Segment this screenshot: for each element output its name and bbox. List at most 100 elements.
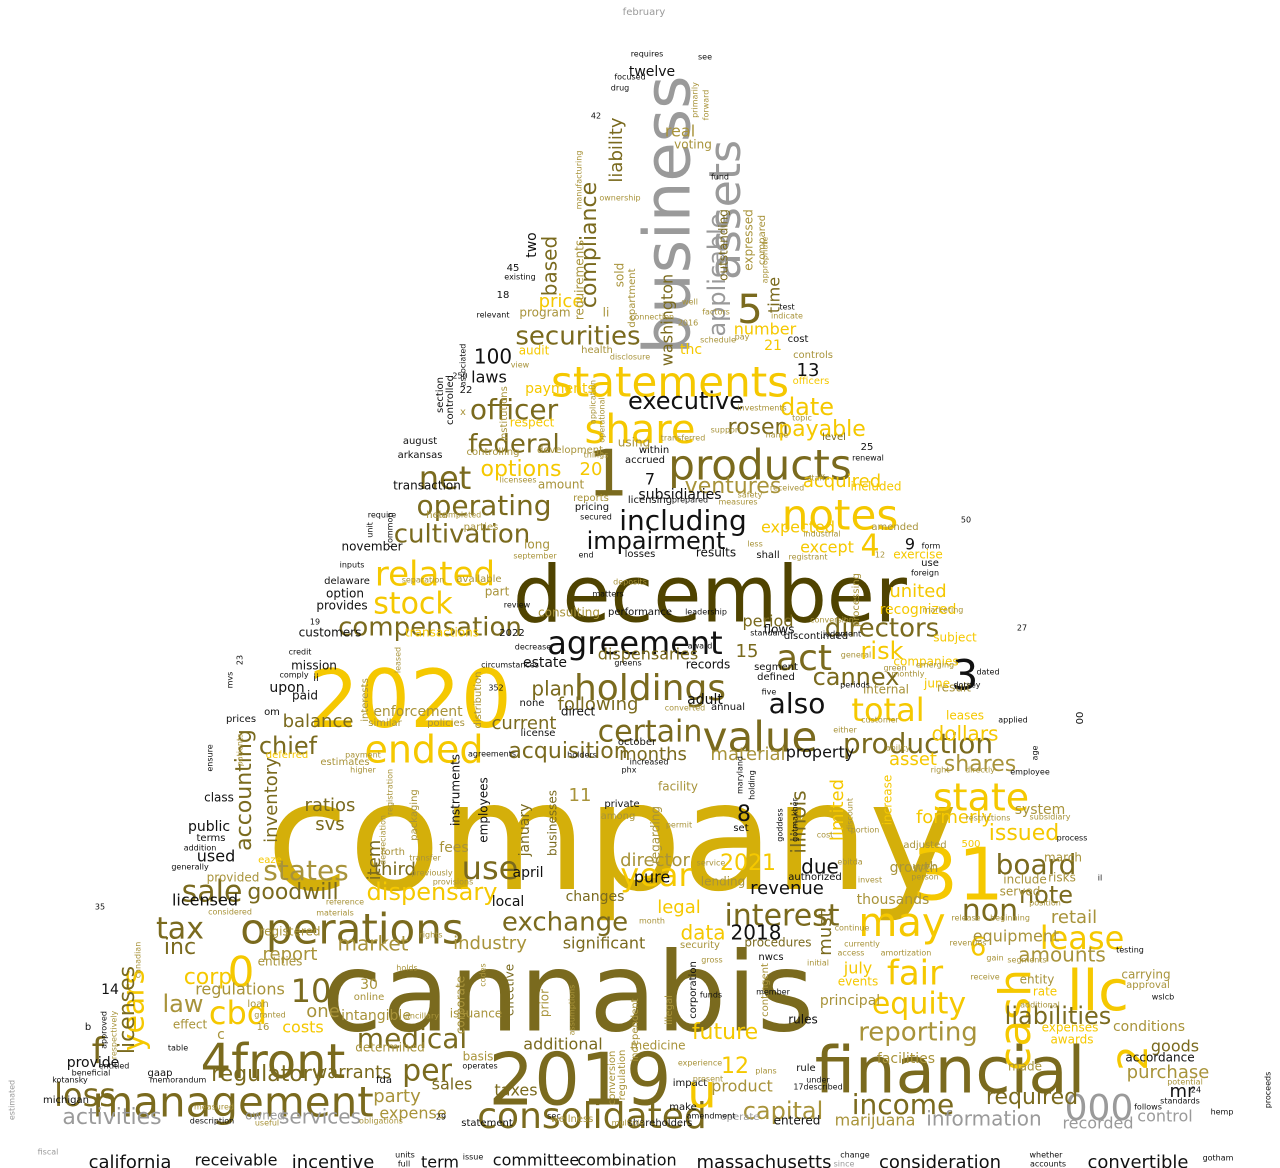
word-schedule: schedule (700, 336, 736, 345)
word-mr: mr (1170, 1081, 1196, 1102)
word-shareholders: shareholders (628, 1118, 693, 1129)
word-goods: goods (1151, 1037, 1199, 1056)
word-25: 25 (861, 442, 874, 453)
word-operate: operate (721, 1112, 760, 1123)
word-form: form (922, 542, 941, 551)
word-under: under (806, 1076, 830, 1085)
word-separation: separation (402, 576, 445, 585)
word-7: 7 (645, 470, 655, 489)
word-enforcement: enforcement (373, 704, 463, 720)
word-direct: direct (561, 705, 596, 719)
word-less: less (747, 540, 762, 549)
word-circumstances: circumstances (481, 661, 539, 670)
word-basis: basis (463, 1050, 494, 1064)
word-management: management (92, 1078, 373, 1127)
word-made: made (1008, 1060, 1042, 1074)
word-8: 8 (737, 802, 751, 827)
word-delaware: delaware (324, 576, 370, 587)
word-fees: fees (439, 840, 468, 856)
word-reports: reports (573, 493, 609, 504)
word-growth: growth (890, 860, 939, 876)
word-processing: processing (851, 573, 862, 627)
word-facilities: facilities (877, 1051, 935, 1067)
word-5: 5 (737, 287, 762, 333)
word-value: value (703, 713, 818, 762)
word-accounts: accounts (1030, 1160, 1066, 1168)
word-industry: industry (453, 933, 527, 954)
word-rosen: rosen (728, 415, 789, 440)
word-packaging: packaging (409, 789, 420, 841)
word-invest: invest (858, 876, 882, 885)
word-service: service (697, 859, 726, 868)
word-accrued: accrued (625, 455, 665, 466)
word-accordance: accordance (1125, 1051, 1194, 1065)
word-company: company (266, 751, 957, 925)
word-options: options (480, 457, 561, 482)
word-securities: securities (515, 322, 640, 352)
word-within: within (639, 445, 669, 456)
word-application: application (589, 380, 598, 424)
word-number: number (734, 320, 797, 339)
word-ability: ability (886, 744, 911, 753)
word-january: january (517, 804, 533, 858)
word-emerging: emerging (916, 661, 954, 670)
word-11: 11 (569, 785, 592, 806)
word-credit: credit (289, 648, 312, 657)
word-years: years (117, 969, 152, 1052)
word-acquisition: acquisition (508, 739, 627, 764)
word-among: among (601, 811, 636, 822)
word-lending: lending (701, 875, 746, 889)
word-2019: 2019 (488, 1038, 671, 1122)
word-increase: increase (881, 775, 895, 826)
word-regulatory: regulatory (211, 1062, 325, 1087)
word-cultivation: cultivation (394, 520, 531, 550)
word-cbd: cbd (209, 994, 267, 1032)
word-grown: grown (913, 863, 938, 872)
word-facility: facility (658, 780, 698, 794)
word-private: private (604, 799, 639, 810)
word-production: production (843, 727, 993, 760)
word-regulation: regulation (617, 1050, 628, 1101)
word-notes: notes (782, 491, 899, 540)
word-4front: 4front (201, 1034, 346, 1090)
word-conversion: conversion (607, 1051, 618, 1106)
word-payable: payable (778, 417, 866, 442)
word-31: 31 (912, 833, 1004, 917)
word-total: total (851, 691, 924, 729)
word-ownership: ownership (599, 194, 640, 203)
word-date: date (780, 393, 834, 421)
word-make: make (669, 1102, 696, 1113)
word-michigan: michigan (43, 1095, 89, 1106)
word-served: served (1000, 885, 1041, 899)
word-beginning: beginning (990, 914, 1030, 923)
word-public: public (188, 819, 230, 835)
word-none: none (520, 698, 545, 709)
word-system: system (1015, 802, 1066, 818)
word-directly: directly (965, 766, 995, 775)
word-limited: limited (827, 779, 848, 841)
word-except: except (800, 538, 854, 557)
word-codes: codes (479, 963, 488, 986)
word-dollars: dollars (932, 722, 999, 746)
word-award: award (688, 642, 713, 651)
word-restrictions: restrictions (966, 814, 1011, 823)
word-committee: committee (493, 1151, 579, 1168)
word-employees: employees (477, 777, 491, 842)
word-certain: certain (598, 715, 703, 750)
word-22: 22 (460, 385, 473, 396)
word-pay: pay (735, 333, 750, 342)
word-testing: testing (1116, 946, 1144, 955)
word-part: part (485, 585, 510, 599)
word-period: period (743, 612, 794, 631)
word-increased: increased (630, 758, 669, 767)
word-procedures: procedures (744, 936, 811, 950)
word-thousands: thousands (857, 892, 930, 908)
word-march: march (1044, 851, 1082, 865)
word-market: market (338, 932, 409, 956)
word-officer: officer (470, 393, 559, 426)
word-september: september (513, 552, 557, 561)
word-may: may (858, 900, 945, 946)
word-subsidiary: subsidiary (1030, 813, 1071, 822)
word-tax: tax (156, 912, 204, 947)
word-development: development (537, 445, 603, 456)
